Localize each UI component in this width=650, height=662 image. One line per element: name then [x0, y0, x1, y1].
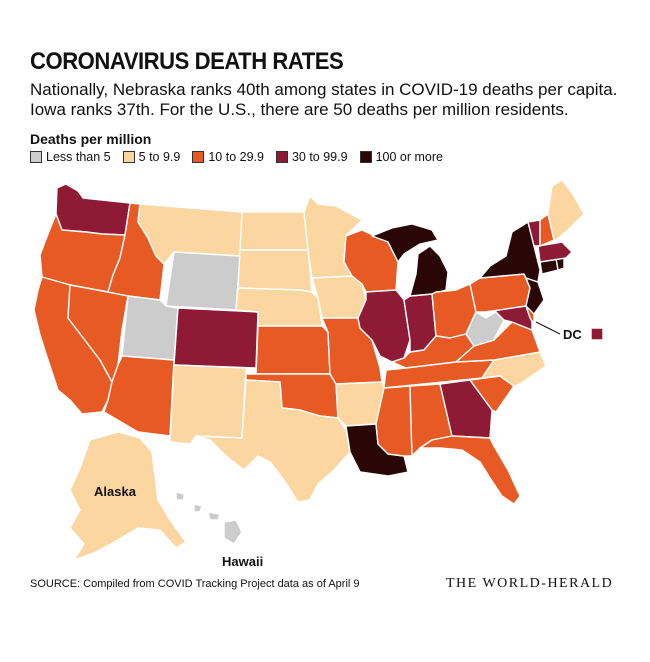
map-title: CORONAVIRUS DEATH RATES — [30, 48, 344, 75]
state-co — [173, 307, 259, 369]
state-nm — [169, 364, 247, 445]
state-ks — [255, 325, 331, 375]
legend-label: 100 or more — [375, 150, 443, 164]
state-mi — [409, 245, 449, 297]
state-hi-4 — [223, 519, 243, 545]
state-ma — [537, 241, 573, 263]
dc-leader-line — [535, 321, 561, 335]
state-il — [357, 289, 411, 363]
legend-swatch — [192, 151, 205, 163]
state-hi-2 — [193, 503, 203, 513]
legend-item-10-to-29-9: 10 to 29.9 — [192, 150, 264, 164]
legend-item-less-than-5: Less than 5 — [30, 150, 111, 164]
map-subtitle: Nationally, Nebraska ranks 40th among st… — [30, 80, 618, 119]
publisher-logo: THE WORLD-HERALD — [446, 576, 614, 591]
state-ak — [69, 431, 187, 561]
state-ga — [439, 379, 493, 439]
state-hi-3 — [207, 511, 221, 521]
legend-label: 30 to 99.9 — [291, 150, 348, 164]
state-wv — [465, 311, 505, 347]
state-nj — [525, 277, 545, 315]
state-wy — [165, 251, 241, 311]
state-nd — [239, 211, 309, 251]
legend-item-100-or-more: 100 or more — [359, 150, 443, 164]
state-sd — [237, 249, 313, 293]
state-hi — [175, 491, 185, 501]
state-ms — [375, 385, 413, 457]
state-mi-upper — [371, 223, 439, 263]
source-note: SOURCE: Compiled from COVID Tracking Pro… — [30, 578, 360, 590]
legend-swatch — [359, 151, 372, 163]
state-me — [547, 179, 585, 241]
legend-swatch — [275, 151, 288, 163]
legend-label: 10 to 29.9 — [208, 150, 264, 164]
legend-label: Less than 5 — [46, 150, 111, 164]
alaska-label: Alaska — [94, 484, 137, 499]
state-fl — [419, 435, 521, 505]
state-ia — [311, 275, 367, 319]
legend-swatch — [122, 151, 135, 163]
legend: Less than 5 5 to 9.9 10 to 29.9 30 to 99… — [30, 150, 455, 164]
dc-label: DC — [563, 327, 582, 342]
state-tx — [195, 379, 351, 503]
hawaii-label: Hawaii — [222, 554, 263, 569]
legend-item-5-to-9-9: 5 to 9.9 — [122, 150, 181, 164]
legend-item-30-to-99-9: 30 to 99.9 — [275, 150, 348, 164]
state-dc — [590, 327, 604, 341]
legend-label: 5 to 9.9 — [138, 150, 181, 164]
legend-swatch — [30, 151, 42, 163]
legend-title: Deaths per million — [30, 131, 152, 147]
state-wa — [55, 183, 131, 236]
